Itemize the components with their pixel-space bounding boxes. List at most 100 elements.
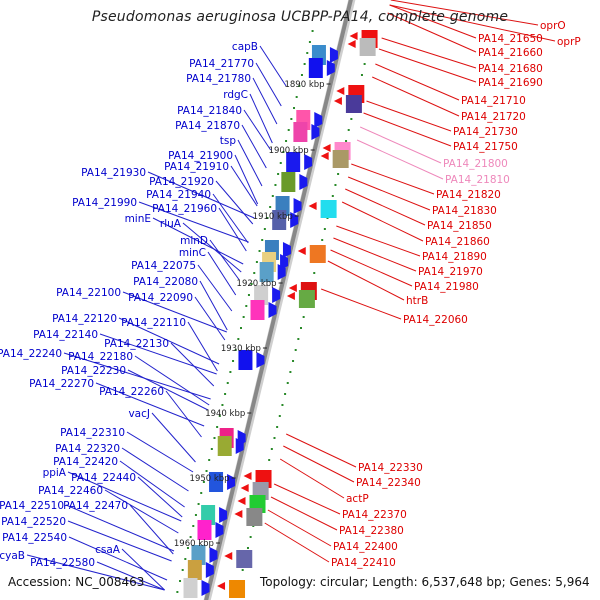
gene-block-forward xyxy=(238,350,253,370)
left-leader-line xyxy=(230,165,258,207)
tick-dot xyxy=(241,569,244,571)
tick-dot xyxy=(232,360,235,362)
gene-block-forward xyxy=(281,172,296,192)
left-gene-label: vacJ xyxy=(128,408,150,420)
tick-dot xyxy=(293,107,296,109)
left-gene-label: tsp xyxy=(220,135,237,147)
left-gene-label: PA14_22420 xyxy=(53,456,118,468)
left-gene-label: PA14_21990 xyxy=(72,197,137,209)
left-leader-line xyxy=(207,251,237,296)
right-leader-line xyxy=(356,139,444,180)
left-gene-label: PA14_22130 xyxy=(104,338,169,350)
gene-arrow-reverse xyxy=(320,152,329,160)
right-gene-label: PA14_21810 xyxy=(445,174,510,186)
tick-dot xyxy=(337,173,340,175)
right-gene-label: PA14_21890 xyxy=(422,251,487,263)
tick-dot xyxy=(297,338,300,340)
gene-block-reverse xyxy=(345,95,362,113)
left-leader-line xyxy=(237,139,263,187)
left-gene-label: ppiA xyxy=(43,467,67,479)
tick-dot xyxy=(253,272,256,274)
gene-arrow-forward xyxy=(311,124,320,140)
tick-dot xyxy=(289,371,292,373)
left-leader-line xyxy=(137,476,183,518)
gene-arrow-forward xyxy=(304,154,313,170)
tick-dot xyxy=(287,129,290,131)
right-gene-label: PA14_21650 xyxy=(478,33,543,45)
right-leader-line xyxy=(283,445,355,483)
tick-dot xyxy=(323,228,326,230)
gene-arrow-reverse xyxy=(224,552,233,560)
left-leader-line xyxy=(197,264,233,312)
right-leader-line xyxy=(389,4,477,39)
left-gene-label: PA14_22580 xyxy=(30,557,95,569)
tick-dot xyxy=(261,239,264,241)
tick-dot xyxy=(202,481,205,483)
right-gene-label: PA14_22340 xyxy=(356,477,421,489)
kbp-tick-label: 1900 kbp xyxy=(269,146,309,156)
tick-dot xyxy=(224,393,227,395)
left-leader-line xyxy=(243,109,272,151)
gene-block-reverse xyxy=(332,150,349,168)
gene-block-forward xyxy=(209,472,224,492)
gene-arrow-reverse xyxy=(322,144,331,152)
accession-text: Accession: NC_008463 xyxy=(8,575,145,589)
tick-dot xyxy=(303,63,306,65)
left-leader-line xyxy=(121,548,165,591)
tick-dot xyxy=(350,118,353,120)
gene-block-reverse xyxy=(229,580,246,598)
gene-arrow-forward xyxy=(280,254,289,270)
left-gene-label: PA14_22520 xyxy=(1,516,66,528)
left-gene-label: PA14_22260 xyxy=(99,386,164,398)
right-leader-line xyxy=(264,522,330,563)
left-leader-line xyxy=(99,333,217,375)
kbp-tick-label: 1890 kbp xyxy=(284,80,324,90)
left-gene-label: PA14_21940 xyxy=(146,189,211,201)
left-gene-label: PA14_21770 xyxy=(189,58,254,70)
right-leader-line xyxy=(333,237,417,272)
tick-dot xyxy=(234,349,237,351)
tick-dot xyxy=(237,338,240,340)
left-leader-line xyxy=(119,460,185,508)
left-gene-label: PA14_22120 xyxy=(52,313,117,325)
tick-dot xyxy=(197,503,200,505)
tick-dot xyxy=(274,184,277,186)
kbp-tick-label: 1930 kbp xyxy=(221,344,261,354)
left-leader-line xyxy=(215,180,254,225)
left-gene-label: PA14_22270 xyxy=(29,378,94,390)
tick-dot xyxy=(221,404,224,406)
tick-dot xyxy=(300,74,303,76)
left-leader-line xyxy=(212,193,249,244)
gene-block-forward xyxy=(250,300,265,320)
tick-dot xyxy=(331,195,334,197)
gene-block-forward xyxy=(217,436,232,456)
tick-dot xyxy=(345,140,348,142)
left-leader-line xyxy=(151,412,196,463)
tick-dot xyxy=(268,459,271,461)
gene-arrow-reverse xyxy=(308,202,317,210)
tick-dot xyxy=(186,547,189,549)
tick-dot xyxy=(360,74,363,76)
left-leader-line xyxy=(147,171,255,219)
right-leader-line xyxy=(351,163,435,195)
left-leader-line xyxy=(165,390,202,438)
left-leader-line xyxy=(127,369,209,411)
tick-dot xyxy=(311,30,314,32)
left-gene-label: PA14_22470 xyxy=(63,500,128,512)
left-leader-line xyxy=(187,321,218,372)
tick-dot xyxy=(269,206,272,208)
left-gene-label: PA14_21930 xyxy=(81,167,146,179)
gene-arrow-forward xyxy=(235,438,244,454)
left-leader-line xyxy=(96,561,165,591)
left-gene-label: minE xyxy=(125,213,151,225)
right-leader-line xyxy=(366,100,452,132)
right-gene-label: PA14_22380 xyxy=(339,525,404,537)
tick-dot xyxy=(281,404,284,406)
right-gene-label: PA14_21720 xyxy=(461,111,526,123)
right-gene-label: PA14_21680 xyxy=(478,63,543,75)
right-leader-line xyxy=(389,4,556,42)
gene-block-forward xyxy=(286,152,301,172)
tick-dot xyxy=(263,228,266,230)
tick-dot xyxy=(266,217,269,219)
tick-dot xyxy=(294,349,297,351)
